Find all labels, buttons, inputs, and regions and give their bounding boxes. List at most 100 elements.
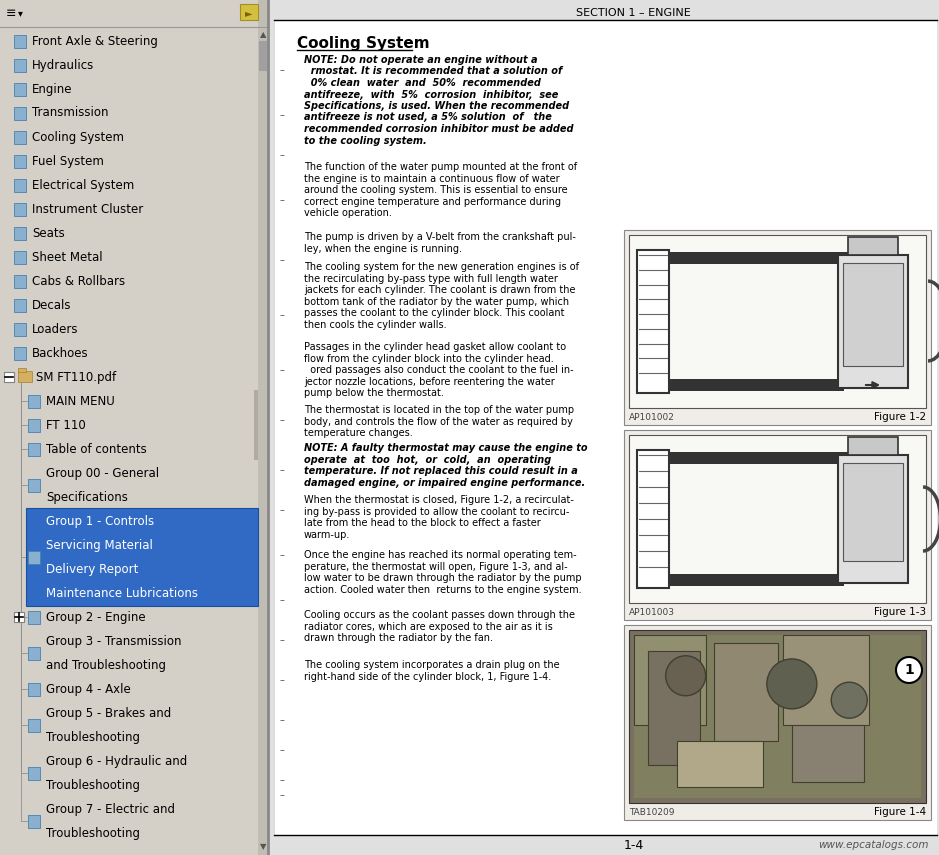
- Text: Once the engine has reached its normal operating tem-: Once the engine has reached its normal o…: [304, 550, 577, 560]
- Text: late from the head to the block to effect a faster: late from the head to the block to effec…: [304, 518, 541, 528]
- Bar: [629, 435, 926, 603]
- Bar: [14, 323, 26, 336]
- Text: ≡: ≡: [6, 7, 17, 20]
- Bar: [669, 452, 858, 464]
- Bar: [268, 0, 939, 855]
- Text: and Troubleshooting: and Troubleshooting: [46, 658, 166, 671]
- Text: ing by-pass is provided to allow the coolant to recircu-: ing by-pass is provided to allow the coo…: [304, 506, 569, 516]
- Text: –: –: [280, 195, 285, 205]
- Bar: [18, 371, 32, 382]
- Text: flow from the cylinder block into the cylinder head.: flow from the cylinder block into the cy…: [304, 353, 554, 363]
- Text: Decals: Decals: [32, 298, 71, 311]
- Text: Cooling occurs as the coolant passes down through the: Cooling occurs as the coolant passes dow…: [304, 610, 575, 620]
- Text: –: –: [280, 790, 285, 800]
- Text: Group 6 - Hydraulic and: Group 6 - Hydraulic and: [46, 754, 187, 768]
- Text: to the cooling system.: to the cooling system.: [304, 135, 426, 145]
- Bar: [783, 635, 870, 725]
- Text: jector nozzle locations, before reentering the water: jector nozzle locations, before reenteri…: [304, 376, 555, 386]
- Bar: [848, 252, 862, 270]
- Bar: [715, 643, 777, 741]
- Text: www.epcatalogs.com: www.epcatalogs.com: [819, 840, 929, 850]
- Bar: [0, 0, 268, 855]
- Text: –: –: [280, 365, 285, 375]
- Bar: [634, 635, 706, 725]
- Bar: [843, 263, 903, 366]
- Bar: [18, 368, 26, 372]
- Bar: [677, 741, 763, 787]
- Text: –: –: [280, 715, 285, 725]
- Text: temperature changes.: temperature changes.: [304, 428, 413, 438]
- Text: 1: 1: [904, 663, 914, 677]
- Text: The cooling system for the new generation engines is of: The cooling system for the new generatio…: [304, 262, 579, 272]
- Text: When the thermostat is closed, Figure 1-2, a recirculat-: When the thermostat is closed, Figure 1-…: [304, 495, 574, 505]
- Bar: [14, 155, 26, 168]
- Text: rmostat. It is recommended that a solution of: rmostat. It is recommended that a soluti…: [304, 67, 562, 76]
- Text: low water to be drawn through the radiator by the pump: low water to be drawn through the radiat…: [304, 573, 581, 583]
- Text: operate  at  too  hot,  or  cold,  an  operating: operate at too hot, or cold, an operatin…: [304, 455, 551, 464]
- Bar: [240, 4, 258, 21]
- Text: ored passages also conduct the coolant to the fuel in-: ored passages also conduct the coolant t…: [304, 365, 574, 375]
- Bar: [629, 630, 926, 803]
- Text: Hydraulics: Hydraulics: [32, 58, 94, 72]
- Text: Table of contents: Table of contents: [46, 443, 146, 456]
- Text: –: –: [280, 775, 285, 785]
- Text: –: –: [280, 310, 285, 320]
- Text: Figure 1-3: Figure 1-3: [874, 607, 926, 617]
- Text: drawn through the radiator by the fan.: drawn through the radiator by the fan.: [304, 633, 493, 643]
- Text: The cooling system incorporates a drain plug on the: The cooling system incorporates a drain …: [304, 660, 560, 670]
- Bar: [28, 719, 40, 732]
- Bar: [629, 235, 926, 408]
- Text: then cools the cylinder walls.: then cools the cylinder walls.: [304, 320, 447, 329]
- Text: radiator cores, which are exposed to the air as it is: radiator cores, which are exposed to the…: [304, 622, 553, 632]
- Bar: [28, 443, 40, 456]
- Text: right-hand side of the cylinder block, 1, Figure 1-4.: right-hand side of the cylinder block, 1…: [304, 671, 551, 681]
- Text: –: –: [280, 505, 285, 515]
- Bar: [14, 347, 26, 360]
- Bar: [14, 612, 24, 622]
- Text: perature, the thermostat will open, Figure 1-3, and al-: perature, the thermostat will open, Figu…: [304, 562, 567, 571]
- Bar: [669, 252, 858, 264]
- Bar: [14, 227, 26, 240]
- Bar: [259, 41, 267, 71]
- Text: action. Cooled water then  returns to the engine system.: action. Cooled water then returns to the…: [304, 585, 581, 594]
- Text: The pump is driven by a V-belt from the crankshaft pul-: The pump is driven by a V-belt from the …: [304, 232, 576, 242]
- Bar: [28, 479, 40, 492]
- Bar: [274, 20, 937, 835]
- Bar: [14, 59, 26, 72]
- Text: Instrument Cluster: Instrument Cluster: [32, 203, 144, 215]
- Text: ley, when the engine is running.: ley, when the engine is running.: [304, 244, 462, 253]
- Text: 0% clean  water  and  50%  recommended: 0% clean water and 50% recommended: [304, 78, 541, 88]
- Bar: [843, 463, 903, 561]
- Text: –: –: [280, 550, 285, 560]
- Circle shape: [767, 659, 817, 709]
- Text: Group 5 - Brakes and: Group 5 - Brakes and: [46, 706, 171, 720]
- Bar: [28, 395, 40, 408]
- Text: pump below the thermostat.: pump below the thermostat.: [304, 388, 444, 398]
- Text: the engine is to maintain a continuous flow of water: the engine is to maintain a continuous f…: [304, 174, 560, 184]
- Text: passes the coolant to the cylinder block. This coolant: passes the coolant to the cylinder block…: [304, 308, 564, 318]
- Text: Group 3 - Transmission: Group 3 - Transmission: [46, 634, 181, 647]
- Text: damaged engine, or impaired engine performance.: damaged engine, or impaired engine perfo…: [304, 477, 585, 487]
- Text: –: –: [280, 150, 285, 160]
- Bar: [14, 131, 26, 144]
- Text: The function of the water pump mounted at the front of: The function of the water pump mounted a…: [304, 162, 577, 172]
- Bar: [14, 107, 26, 120]
- Text: warm-up.: warm-up.: [304, 529, 350, 540]
- Text: Specifications: Specifications: [46, 491, 128, 504]
- Bar: [14, 35, 26, 48]
- Text: Cabs & Rollbars: Cabs & Rollbars: [32, 274, 125, 287]
- Text: Loaders: Loaders: [32, 322, 79, 335]
- Text: Troubleshooting: Troubleshooting: [46, 827, 140, 840]
- Circle shape: [831, 682, 868, 718]
- Text: AP101002: AP101002: [629, 413, 675, 422]
- Text: Cooling System: Cooling System: [32, 131, 124, 144]
- Bar: [26, 508, 258, 606]
- Text: Fuel System: Fuel System: [32, 155, 104, 168]
- Text: jackets for each cylinder. The coolant is drawn from the: jackets for each cylinder. The coolant i…: [304, 285, 576, 295]
- Text: NOTE: Do not operate an engine without a: NOTE: Do not operate an engine without a: [304, 55, 538, 65]
- Text: –: –: [280, 65, 285, 75]
- Text: Front Axle & Steering: Front Axle & Steering: [32, 34, 158, 48]
- Circle shape: [666, 656, 706, 696]
- Text: ▾: ▾: [18, 9, 23, 19]
- Bar: [14, 203, 26, 216]
